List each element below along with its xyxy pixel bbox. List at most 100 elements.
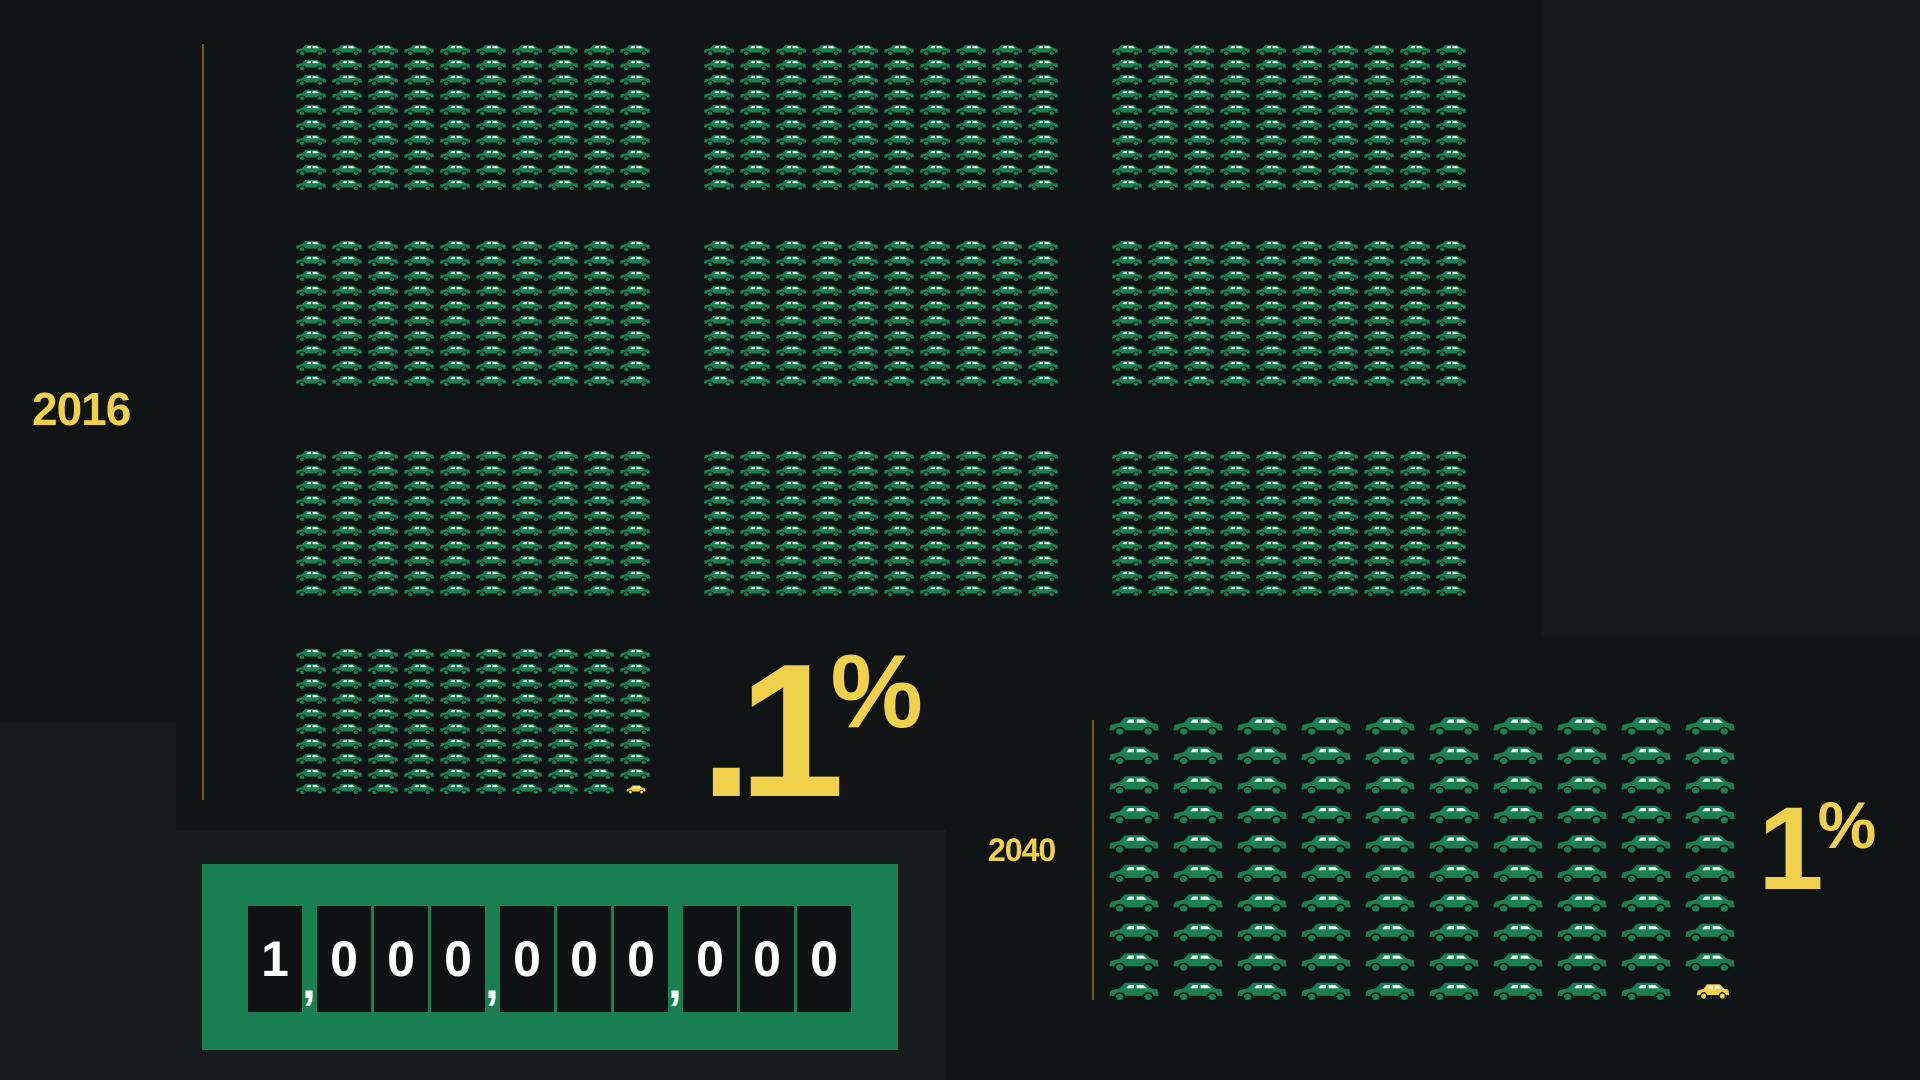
car-icon — [1429, 982, 1479, 1002]
car-icon — [1291, 134, 1323, 146]
car-icon — [1399, 300, 1431, 312]
car-icon — [295, 480, 327, 492]
car-icon — [331, 255, 363, 267]
car-icon — [1557, 953, 1607, 973]
car-icon — [739, 495, 771, 507]
car-icon — [1363, 104, 1395, 116]
car-icon — [295, 74, 327, 86]
car-icon — [991, 465, 1023, 477]
car-icon — [295, 104, 327, 116]
car-icon — [295, 648, 327, 660]
car-icon — [1109, 805, 1159, 825]
car-icon — [1183, 495, 1215, 507]
car-icon — [847, 179, 879, 191]
car-icon — [1255, 179, 1287, 191]
car-icon — [703, 570, 735, 582]
car-icon — [1111, 74, 1143, 86]
car-icon — [547, 465, 579, 477]
car-icon — [619, 44, 651, 56]
car-icon — [511, 570, 543, 582]
car-icon — [1183, 360, 1215, 372]
car-icon — [295, 179, 327, 191]
car-icon — [1183, 300, 1215, 312]
car-icon — [847, 540, 879, 552]
car-icon — [583, 663, 615, 675]
car-icon — [739, 134, 771, 146]
car-icon — [1219, 465, 1251, 477]
car-icon — [439, 360, 471, 372]
car-icon — [1399, 104, 1431, 116]
car-icon — [847, 495, 879, 507]
car-icon — [955, 149, 987, 161]
car-icon — [703, 360, 735, 372]
car-icon — [331, 648, 363, 660]
car-icon — [1027, 164, 1059, 176]
car-icon — [439, 119, 471, 131]
car-icon — [439, 345, 471, 357]
car-icon — [1363, 525, 1395, 537]
car-icon — [439, 738, 471, 750]
car-icon — [811, 89, 843, 101]
car-icon — [775, 240, 807, 252]
car-icon — [511, 315, 543, 327]
car-icon — [475, 255, 507, 267]
car-icon — [1219, 450, 1251, 462]
car-icon — [1219, 315, 1251, 327]
car-icon — [811, 450, 843, 462]
car-icon — [583, 525, 615, 537]
car-icon — [1399, 44, 1431, 56]
car-icon — [1685, 776, 1735, 796]
car-icon — [883, 330, 915, 342]
car-icon — [775, 270, 807, 282]
car-icon — [439, 285, 471, 297]
car-icon — [1399, 240, 1431, 252]
car-icon — [739, 270, 771, 282]
car-icon — [1327, 89, 1359, 101]
car-icon — [1327, 540, 1359, 552]
car-icon — [883, 585, 915, 597]
car-icon — [1429, 776, 1479, 796]
car-icon — [331, 345, 363, 357]
car-icon — [1147, 375, 1179, 387]
car-icon — [991, 255, 1023, 267]
car-icon — [403, 525, 435, 537]
car-icon — [919, 450, 951, 462]
car-icon — [1365, 746, 1415, 766]
car-icon — [1111, 285, 1143, 297]
car-icon — [1111, 495, 1143, 507]
car-icon — [1429, 717, 1479, 737]
car-icon — [991, 179, 1023, 191]
car-icon — [991, 300, 1023, 312]
car-icon — [703, 179, 735, 191]
car-icon — [703, 44, 735, 56]
car-icon — [331, 738, 363, 750]
car-icon — [739, 450, 771, 462]
car-icon — [511, 585, 543, 597]
car-icon — [1399, 270, 1431, 282]
car-icon — [583, 119, 615, 131]
car-icon — [295, 510, 327, 522]
car-icon — [295, 59, 327, 71]
car-icon — [547, 450, 579, 462]
car-icon-highlight — [1696, 984, 1730, 1000]
car-icon — [619, 255, 651, 267]
car-icon — [439, 240, 471, 252]
car-icon — [583, 540, 615, 552]
car-icon — [919, 300, 951, 312]
car-icon — [1183, 104, 1215, 116]
car-icon — [295, 44, 327, 56]
car-icon — [739, 74, 771, 86]
car-icon — [811, 465, 843, 477]
car-icon — [955, 540, 987, 552]
car-icon — [1365, 864, 1415, 884]
car-icon — [367, 465, 399, 477]
car-icon — [703, 540, 735, 552]
car-icon — [367, 270, 399, 282]
car-icon — [991, 119, 1023, 131]
car-icon — [955, 510, 987, 522]
car-icon — [955, 360, 987, 372]
car-icon — [1255, 59, 1287, 71]
car-icon — [1435, 134, 1467, 146]
car-icon — [511, 240, 543, 252]
car-icon — [1219, 360, 1251, 372]
